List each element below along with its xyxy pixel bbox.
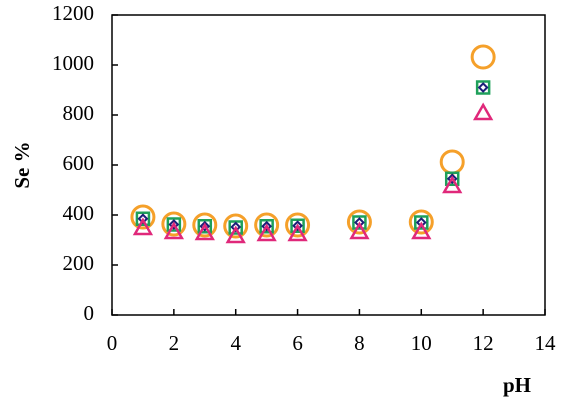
point-diamond <box>168 219 180 230</box>
point-circle <box>254 212 280 238</box>
point-triangle <box>472 102 494 121</box>
point-circle <box>346 209 372 235</box>
point-circle <box>130 204 156 230</box>
point-triangle <box>194 222 215 241</box>
point-diamond <box>199 220 211 232</box>
x-tick-label: 2 <box>169 331 180 355</box>
point-square <box>475 80 491 95</box>
plot-frame <box>111 14 546 316</box>
point-circle <box>408 209 434 235</box>
x-tick-label: 14 <box>535 331 557 355</box>
x-tick-label: 8 <box>354 331 365 355</box>
point-square <box>135 211 151 226</box>
x-tick-label: 10 <box>411 331 432 355</box>
point-diamond <box>230 221 242 233</box>
point-square <box>290 218 305 233</box>
point-diamond <box>261 220 273 232</box>
point-triangle <box>225 225 246 244</box>
y-tick-label: 1200 <box>52 1 94 25</box>
point-triangle <box>163 221 185 240</box>
point-circle <box>470 44 496 70</box>
point-square <box>444 171 460 186</box>
y-axis-title: Se % <box>10 141 34 188</box>
point-diamond <box>137 213 149 225</box>
point-triangle <box>132 217 154 236</box>
point-triangle <box>411 221 432 240</box>
point-circle <box>223 213 249 239</box>
y-tick-label: 1000 <box>52 51 94 75</box>
point-square <box>197 219 213 234</box>
point-diamond <box>446 173 458 185</box>
point-circle <box>161 211 187 237</box>
point-circle <box>192 212 218 238</box>
y-tick-label: 400 <box>63 201 95 225</box>
x-tick-label: 12 <box>473 331 494 355</box>
x-tick-label: 6 <box>292 331 303 355</box>
point-circle <box>285 212 311 238</box>
x-tick-label: 0 <box>107 331 118 355</box>
point-square <box>414 215 429 230</box>
point-triangle <box>442 175 463 194</box>
point-triangle <box>349 221 370 240</box>
x-axis-title: pH <box>503 373 531 397</box>
y-tick-label: 0 <box>84 301 95 325</box>
y-tick-label: 800 <box>63 101 95 125</box>
y-tick-label: 200 <box>63 251 95 275</box>
point-triangle <box>256 223 277 242</box>
point-circle <box>439 149 465 175</box>
point-square <box>352 215 367 230</box>
point-square <box>228 220 243 235</box>
point-square <box>259 219 274 234</box>
x-tick-label: 4 <box>230 331 241 355</box>
point-square <box>166 217 182 232</box>
y-tick-label: 600 <box>63 151 95 175</box>
point-triangle <box>287 223 308 242</box>
point-diamond <box>292 220 303 232</box>
point-diamond <box>477 82 489 93</box>
